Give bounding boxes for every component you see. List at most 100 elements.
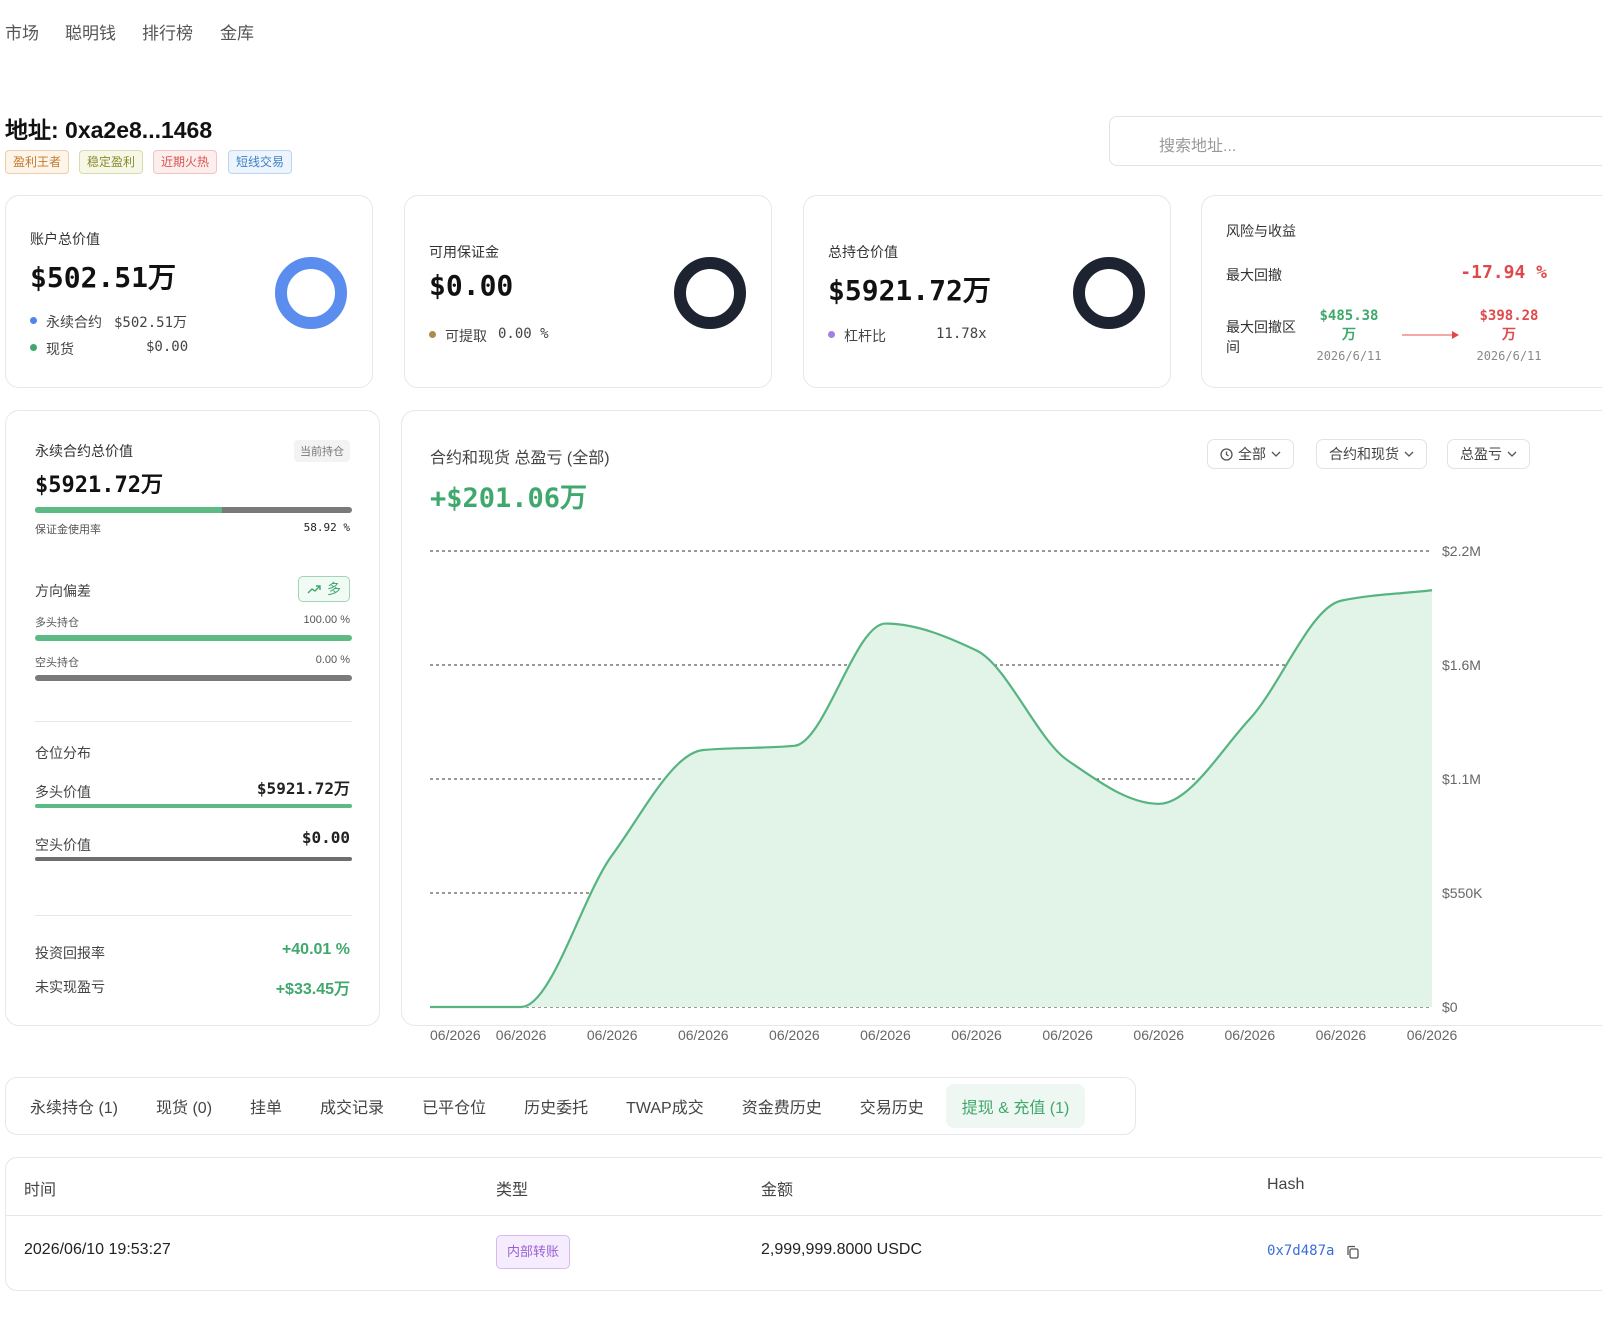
drawdown-label: 最大回撤 xyxy=(1226,267,1282,283)
range-label: 最大回撤区间 xyxy=(1226,319,1296,355)
legend-dot xyxy=(30,344,37,351)
filter-label: 全部 xyxy=(1238,446,1266,462)
copy-icon[interactable] xyxy=(1346,1245,1360,1259)
search-placeholder: 搜索地址... xyxy=(1159,138,1237,155)
y-tick-label: $0 xyxy=(1442,999,1458,1015)
range-to: $398.28 万 xyxy=(1479,308,1539,343)
short-label: 空头持仓 xyxy=(35,657,79,669)
bias-value: 多 xyxy=(327,581,341,597)
short-value-label: 空头价值 xyxy=(35,837,91,853)
legend-value: $0.00 xyxy=(146,339,189,355)
x-tick-label: 06/2026 xyxy=(587,1027,638,1043)
distribution-label: 仓位分布 xyxy=(35,745,91,761)
hash-link[interactable]: 0x7d487a xyxy=(1267,1243,1335,1259)
progress-fill xyxy=(35,507,222,513)
card-label: 风险与收益 xyxy=(1226,223,1296,239)
card-value: $0.00 xyxy=(429,269,514,302)
x-tick-label: 06/2026 xyxy=(430,1027,481,1043)
x-tick-label: 06/2026 xyxy=(1407,1027,1458,1043)
nav-link[interactable]: 排行榜 xyxy=(142,24,193,43)
chevron xyxy=(1271,451,1281,457)
chevron xyxy=(1404,451,1414,457)
arrow xyxy=(1402,331,1459,339)
area-fill xyxy=(430,590,1432,1007)
tag: 短线交易 xyxy=(228,150,293,174)
legend-name: 杠杆比 xyxy=(844,328,886,344)
chart-title: 合约和现货 总盈亏 (全部) xyxy=(430,450,610,467)
stat-card: 账户总价值 $502.51万 永续合约 $502.51万 现货 $0.00 xyxy=(5,195,373,388)
tab[interactable]: 资金费历史 xyxy=(741,1100,822,1117)
roi-label: 投资回报率 xyxy=(35,945,105,961)
nav-link[interactable]: 金库 xyxy=(220,24,254,43)
tab[interactable]: 提现 & 充值 (1) xyxy=(945,1084,1086,1128)
stat-card: 总持仓价值 $5921.72万 杠杆比 11.78x xyxy=(803,195,1171,388)
y-tick-label: $1.1M xyxy=(1442,771,1481,787)
long-pct: 100.00 % xyxy=(303,614,350,626)
y-tick-label: $550K xyxy=(1442,885,1483,901)
usage-label: 保证金使用率 xyxy=(35,524,101,536)
long-line xyxy=(35,804,352,808)
x-tick-label: 06/2026 xyxy=(1042,1027,1093,1043)
tag: 稳定盈利 xyxy=(79,150,144,174)
tag: 盈利王者 xyxy=(5,150,70,174)
upnl-label: 未实现盈亏 xyxy=(35,979,105,995)
card-label: 账户总价值 xyxy=(30,231,100,247)
filter-dropdown[interactable]: 合约和现货 xyxy=(1316,439,1427,469)
column-header: Hash xyxy=(1267,1176,1305,1193)
legend-dot xyxy=(828,331,835,338)
bias-label: 方向偏差 xyxy=(35,583,91,599)
search-box[interactable]: 搜索地址... xyxy=(1109,116,1602,166)
tab[interactable]: 永续持仓 (1) xyxy=(30,1100,119,1117)
legend-value: $502.51万 xyxy=(114,315,188,331)
tab[interactable]: 交易历史 xyxy=(859,1100,924,1117)
type-badge: 内部转账 xyxy=(496,1235,571,1269)
tab[interactable]: 现货 (0) xyxy=(156,1100,213,1117)
clock-icon xyxy=(1220,447,1233,461)
x-tick-label: 06/2026 xyxy=(769,1027,820,1043)
trend-icon xyxy=(307,585,321,594)
legend-name: 现货 xyxy=(46,341,74,357)
donut xyxy=(674,257,746,329)
risk-card: 风险与收益 最大回撤 -17.94 % 最大回撤区间 $485.38 万 202… xyxy=(1201,195,1602,388)
x-tick-label: 06/2026 xyxy=(860,1027,911,1043)
stat-card: 可用保证金 $0.00 可提取 0.00 % xyxy=(404,195,772,388)
legend-dot xyxy=(429,331,436,338)
donut xyxy=(1073,257,1145,329)
position-panel: 永续合约总价值 当前持仓 $5921.72万 保证金使用率 58.92 % 方向… xyxy=(5,410,380,1026)
legend-value: 0.00 % xyxy=(498,326,549,342)
tab[interactable]: 已平仓位 xyxy=(422,1100,487,1117)
tab[interactable]: 成交记录 xyxy=(320,1100,385,1117)
panel-title: 永续合约总价值 xyxy=(35,443,133,459)
progress-track xyxy=(35,635,352,641)
cell-time: 2026/06/10 19:53:27 xyxy=(24,1241,171,1258)
filter-label: 合约和现货 xyxy=(1329,446,1399,462)
divider xyxy=(35,721,352,722)
filter-label: 总盈亏 xyxy=(1460,446,1502,462)
x-tick-label: 06/2026 xyxy=(678,1027,729,1043)
tab[interactable]: TWAP成交 xyxy=(626,1100,704,1117)
column-header: 时间 xyxy=(24,1182,57,1199)
x-tick-label: 06/2026 xyxy=(1225,1027,1276,1043)
range-from: $485.38 万 xyxy=(1319,308,1379,343)
nav-link[interactable]: 聪明钱 xyxy=(65,24,116,43)
legend-value: 11.78x xyxy=(936,326,987,342)
long-label: 多头持仓 xyxy=(35,617,79,629)
short-pct: 0.00 % xyxy=(315,654,350,666)
y-tick-label: $1.6M xyxy=(1442,657,1481,673)
chevron xyxy=(1507,451,1517,457)
filter-dropdown[interactable]: 总盈亏 xyxy=(1447,439,1530,469)
nav-link[interactable]: 市场 xyxy=(5,24,39,43)
card-label: 可用保证金 xyxy=(429,244,499,260)
table xyxy=(5,1157,1602,1291)
chart-total: +$201.06万 xyxy=(430,483,588,514)
card-value: $502.51万 xyxy=(30,261,177,294)
tab[interactable]: 挂单 xyxy=(250,1100,283,1117)
x-tick-label: 06/2026 xyxy=(951,1027,1002,1043)
filter-dropdown[interactable]: 全部 xyxy=(1207,439,1294,469)
range-from-date: 2026/6/11 xyxy=(1316,349,1382,363)
short-value: $0.00 xyxy=(301,828,350,847)
short-line xyxy=(35,857,352,861)
upnl-value: +$33.45万 xyxy=(275,981,350,998)
tab[interactable]: 历史委托 xyxy=(524,1100,589,1117)
